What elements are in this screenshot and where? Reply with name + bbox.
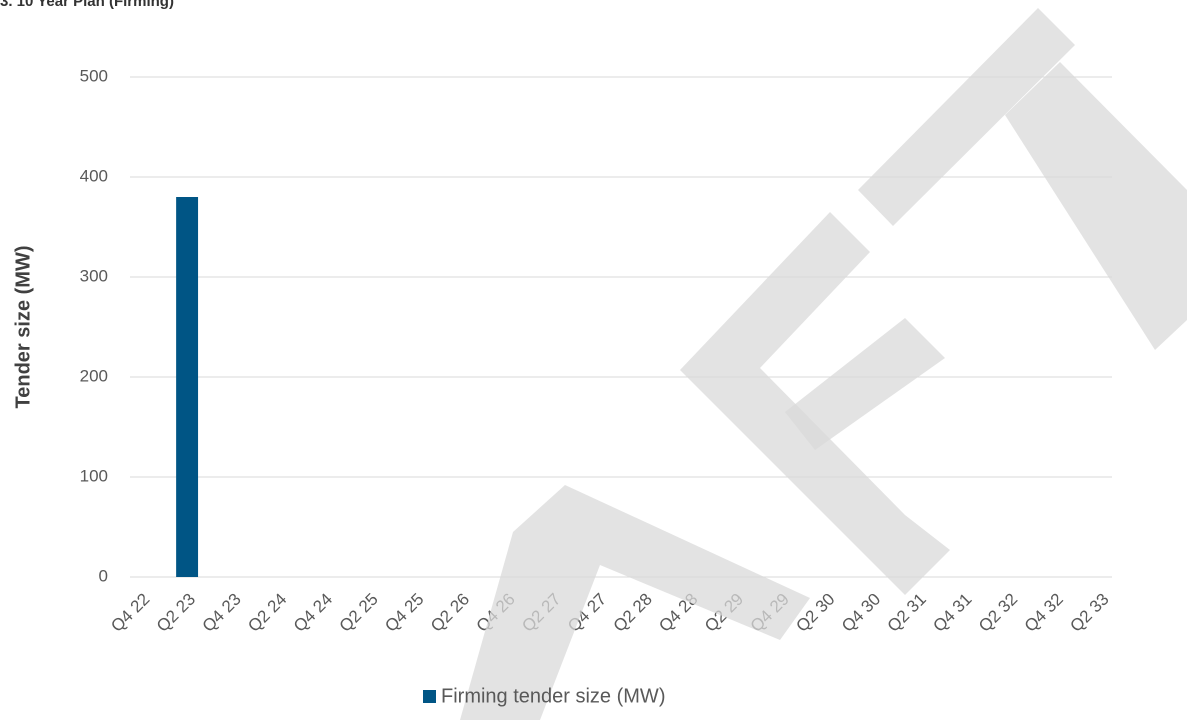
x-tick-label: Q4 32 bbox=[1021, 590, 1067, 636]
x-tick-label: Q2 33 bbox=[1066, 590, 1112, 636]
y-tick-label: 200 bbox=[80, 366, 108, 385]
y-axis-title: Tender size (MW) bbox=[12, 246, 34, 409]
legend: Firming tender size (MW) bbox=[423, 685, 665, 707]
x-tick-label: Q4 31 bbox=[929, 590, 975, 636]
watermark-letter-t-stem bbox=[1005, 62, 1187, 350]
x-tick-label: Q2 31 bbox=[884, 590, 930, 636]
chart-title: 3. 10 Year Plan (Firming) bbox=[0, 0, 174, 10]
y-tick-label: 400 bbox=[80, 166, 108, 185]
watermark-letter-t-top bbox=[858, 8, 1075, 226]
draft-watermark bbox=[460, 8, 1187, 720]
watermark-letter-a bbox=[460, 485, 810, 720]
y-tick-label: 100 bbox=[80, 466, 108, 485]
watermark-letter-f bbox=[680, 212, 950, 595]
x-tick-label: Q4 22 bbox=[107, 590, 153, 636]
legend-label: Firming tender size (MW) bbox=[441, 685, 665, 707]
x-tick-label: Q2 25 bbox=[336, 590, 382, 636]
x-tick-label: Q2 24 bbox=[244, 590, 290, 636]
legend-swatch bbox=[423, 690, 436, 703]
x-tick-label: Q2 23 bbox=[153, 590, 199, 636]
watermark-letter-f-bar bbox=[785, 318, 945, 450]
y-tick-label: 300 bbox=[80, 266, 108, 285]
x-tick-label: Q2 26 bbox=[427, 590, 473, 636]
x-tick-label: Q2 28 bbox=[610, 590, 656, 636]
x-tick-label: Q4 23 bbox=[199, 590, 245, 636]
y-tick-label: 500 bbox=[80, 66, 108, 85]
x-tick-label: Q2 32 bbox=[975, 590, 1021, 636]
x-tick-label: Q4 30 bbox=[838, 590, 884, 636]
x-tick-label: Q4 24 bbox=[290, 590, 336, 636]
y-tick-label: 0 bbox=[99, 566, 108, 585]
bar bbox=[176, 197, 199, 577]
x-tick-label: Q4 25 bbox=[381, 590, 427, 636]
